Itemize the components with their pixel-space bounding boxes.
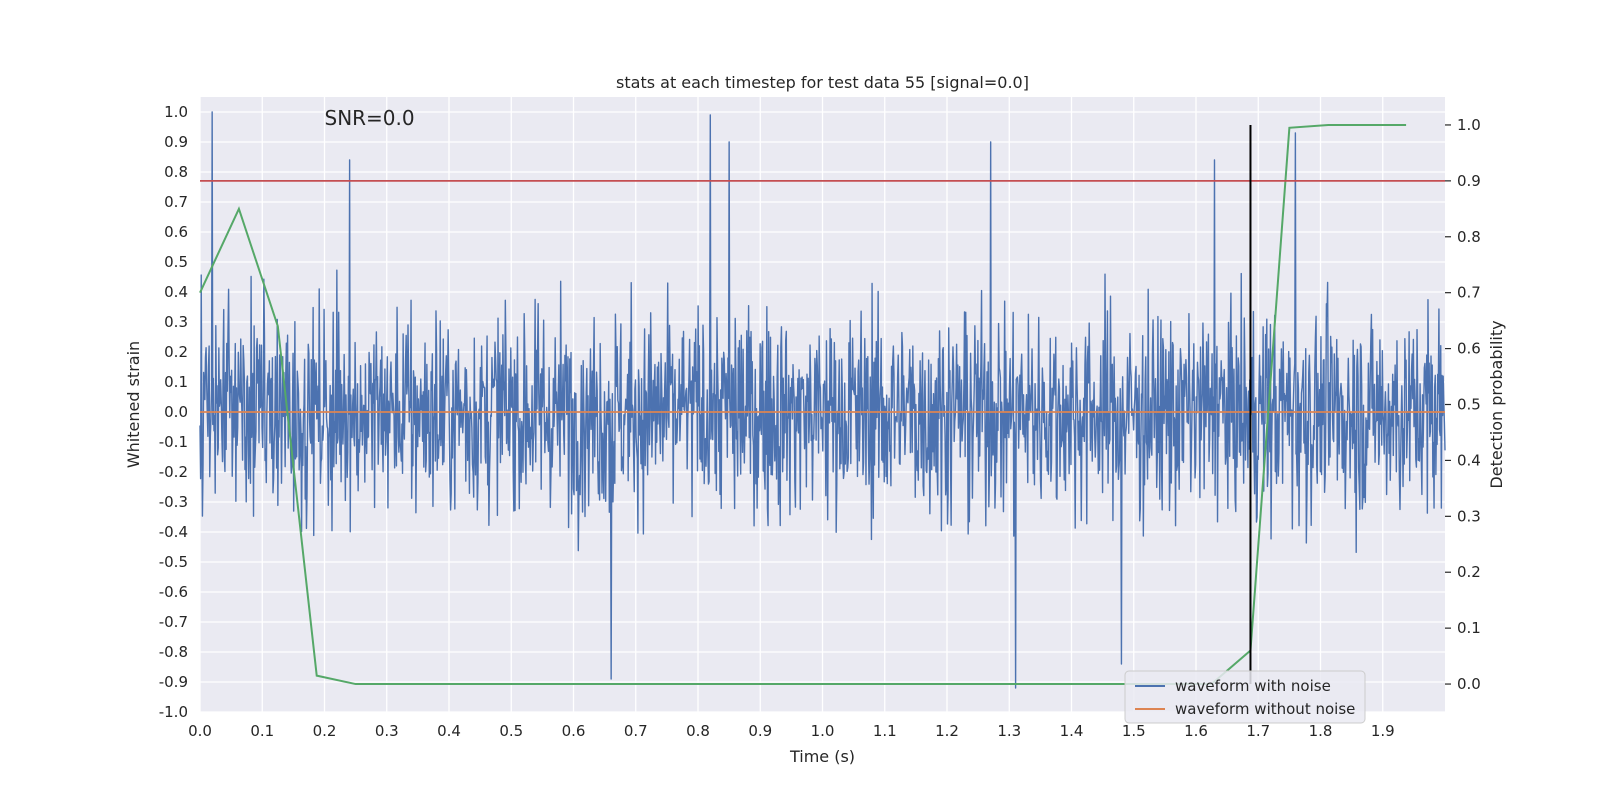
y-tick-label: 0.3	[164, 313, 188, 331]
x-tick-label: 1.3	[997, 722, 1021, 740]
x-axis-label: Time (s)	[789, 747, 855, 766]
x-tick-label: 0.4	[437, 722, 461, 740]
y-tick-label: -0.8	[159, 643, 188, 661]
y2-tick-label: 0.6	[1457, 340, 1481, 358]
x-tick-label: 1.2	[935, 722, 959, 740]
x-tick-label: 1.1	[873, 722, 897, 740]
y-tick-label: 0.1	[164, 373, 188, 391]
y2-tick-label: 0.5	[1457, 396, 1481, 414]
reference-lines	[200, 124, 1445, 685]
y-tick-label: 0.6	[164, 223, 188, 241]
y-tick-label: 0.0	[164, 403, 188, 421]
y2-tick-label: 0.3	[1457, 507, 1481, 525]
traces	[199, 111, 1446, 689]
y2-axis-ticks: 0.0 0.1 0.2 0.3 0.4 0.5 0.6 0.7 0.8 0.9 1.0	[1445, 116, 1481, 693]
y2-tick-label: 0.0	[1457, 675, 1481, 693]
x-tick-label: 0.7	[624, 722, 648, 740]
y2-tick-label: 0.9	[1457, 172, 1481, 190]
y-tick-label: -0.4	[159, 523, 188, 541]
y-tick-label: -0.3	[159, 493, 188, 511]
x-tick-label: 0.3	[375, 722, 399, 740]
y-axis-ticks: -1.0 -0.9 -0.8 -0.7 -0.6 -0.5 -0.4 -0.3 -0.2 -0.1…	[159, 103, 188, 721]
x-tick-label: 0.1	[250, 722, 274, 740]
legend-label: waveform without noise	[1175, 700, 1355, 718]
legend-label: waveform with noise	[1175, 677, 1331, 695]
x-tick-label: 0.6	[562, 722, 586, 740]
x-tick-label: 0.5	[499, 722, 523, 740]
legend: waveform with noise waveform without nois…	[1124, 670, 1366, 724]
y-tick-label: 0.7	[164, 193, 188, 211]
y2-tick-label: 0.2	[1457, 563, 1481, 581]
x-tick-label: 1.0	[811, 722, 835, 740]
y-tick-label: -0.2	[159, 463, 188, 481]
y2-tick-label: 0.4	[1457, 451, 1481, 469]
y2-tick-label: 0.7	[1457, 284, 1481, 302]
series-detection-probability	[199, 123, 1407, 686]
snr-annotation: SNR=0.0	[325, 106, 415, 130]
y-tick-label: 1.0	[164, 103, 188, 121]
y-tick-label: -0.5	[159, 553, 188, 571]
y-tick-label: 0.4	[164, 283, 188, 301]
x-tick-label: 1.8	[1309, 722, 1333, 740]
y-tick-label: 0.2	[164, 343, 188, 361]
y-tick-label: -0.7	[159, 613, 188, 631]
x-tick-label: 1.7	[1246, 722, 1270, 740]
legend-box	[1124, 670, 1366, 724]
x-tick-label: 0.8	[686, 722, 710, 740]
y2-tick-label: 0.1	[1457, 619, 1481, 637]
y-tick-label: -0.6	[159, 583, 188, 601]
x-tick-label: 0.0	[188, 722, 212, 740]
y-tick-label: 0.9	[164, 133, 188, 151]
x-tick-label: 0.2	[313, 722, 337, 740]
y2-tick-label: 1.0	[1457, 116, 1481, 134]
y-tick-label: -0.9	[159, 673, 188, 691]
x-tick-label: 1.9	[1371, 722, 1395, 740]
x-axis-ticks: 0.0 0.1 0.2 0.3 0.4 0.5 0.6 0.7 0.8 0.9 1.0 1.1 1.2 1…	[188, 722, 1395, 740]
y2-tick-label: 0.8	[1457, 228, 1481, 246]
y-tick-label: 0.8	[164, 163, 188, 181]
y-tick-label: -1.0	[159, 703, 188, 721]
series-waveform-with-noise	[199, 111, 1446, 689]
chart-title: stats at each timestep for test data 55 …	[616, 73, 1029, 92]
y-tick-label: 0.5	[164, 253, 188, 271]
y-tick-label: -0.1	[159, 433, 188, 451]
x-tick-label: 1.6	[1184, 722, 1208, 740]
x-tick-label: 1.4	[1060, 722, 1084, 740]
y-axis-label: Whitened strain	[124, 341, 143, 468]
y2-axis-label: Detection probability	[1487, 320, 1506, 488]
x-tick-label: 0.9	[748, 722, 772, 740]
x-tick-label: 1.5	[1122, 722, 1146, 740]
